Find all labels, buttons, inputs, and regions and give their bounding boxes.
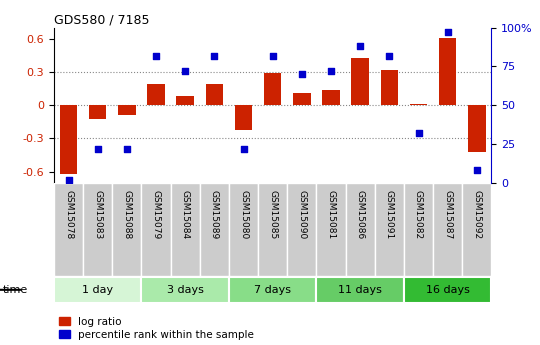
Point	[181, 68, 190, 74]
Text: GSM15088: GSM15088	[123, 190, 131, 239]
Text: GSM15087: GSM15087	[443, 190, 452, 239]
Bar	[60, 105, 77, 174]
FancyBboxPatch shape	[141, 277, 229, 303]
Text: 1 day: 1 day	[82, 285, 113, 295]
FancyBboxPatch shape	[83, 183, 112, 276]
FancyBboxPatch shape	[229, 183, 258, 276]
Bar	[177, 96, 194, 105]
Bar	[89, 105, 106, 119]
FancyBboxPatch shape	[316, 183, 346, 276]
Bar	[322, 90, 340, 105]
Point	[239, 146, 248, 151]
Text: GSM15091: GSM15091	[385, 190, 394, 239]
FancyBboxPatch shape	[54, 277, 141, 303]
Point	[298, 71, 306, 77]
Point	[356, 43, 364, 49]
Text: time: time	[3, 285, 28, 295]
FancyBboxPatch shape	[404, 277, 491, 303]
Bar	[468, 105, 485, 152]
Text: GSM15089: GSM15089	[210, 190, 219, 239]
Text: GSM15085: GSM15085	[268, 190, 277, 239]
Text: GDS580 / 7185: GDS580 / 7185	[54, 13, 150, 27]
Bar	[410, 104, 427, 105]
FancyBboxPatch shape	[375, 183, 404, 276]
Text: 11 days: 11 days	[338, 285, 382, 295]
Bar	[147, 84, 165, 105]
Point	[210, 53, 219, 58]
Point	[443, 29, 452, 35]
Point	[327, 68, 335, 74]
FancyBboxPatch shape	[316, 277, 404, 303]
Point	[414, 130, 423, 136]
Text: GSM15084: GSM15084	[181, 190, 190, 239]
Point	[385, 53, 394, 58]
FancyBboxPatch shape	[462, 183, 491, 276]
Point	[93, 146, 102, 151]
FancyBboxPatch shape	[171, 183, 200, 276]
Text: GSM15078: GSM15078	[64, 190, 73, 239]
Bar	[118, 105, 136, 115]
Text: GSM15086: GSM15086	[356, 190, 364, 239]
Text: 16 days: 16 days	[426, 285, 470, 295]
FancyBboxPatch shape	[346, 183, 375, 276]
FancyBboxPatch shape	[287, 183, 316, 276]
Text: GSM15090: GSM15090	[298, 190, 306, 239]
Text: GSM15080: GSM15080	[239, 190, 248, 239]
Bar	[439, 38, 456, 105]
Point	[472, 168, 481, 173]
Point	[268, 53, 277, 58]
FancyBboxPatch shape	[404, 183, 433, 276]
Text: GSM15082: GSM15082	[414, 190, 423, 239]
Text: GSM15079: GSM15079	[152, 190, 160, 239]
FancyBboxPatch shape	[258, 183, 287, 276]
Point	[64, 177, 73, 183]
Point	[123, 146, 131, 151]
Text: 7 days: 7 days	[254, 285, 291, 295]
FancyBboxPatch shape	[54, 183, 83, 276]
FancyBboxPatch shape	[112, 183, 141, 276]
Text: GSM15092: GSM15092	[472, 190, 481, 239]
Text: GSM15081: GSM15081	[327, 190, 335, 239]
Bar	[352, 58, 369, 105]
Bar	[293, 93, 310, 105]
Legend: log ratio, percentile rank within the sample: log ratio, percentile rank within the sa…	[59, 317, 254, 340]
FancyBboxPatch shape	[200, 183, 229, 276]
Bar	[264, 73, 281, 105]
FancyBboxPatch shape	[141, 183, 171, 276]
Text: 3 days: 3 days	[167, 285, 204, 295]
Bar	[206, 84, 223, 105]
Text: GSM15083: GSM15083	[93, 190, 102, 239]
FancyBboxPatch shape	[433, 183, 462, 276]
Bar	[235, 105, 252, 130]
Point	[152, 53, 160, 58]
Bar	[381, 70, 398, 105]
FancyBboxPatch shape	[229, 277, 316, 303]
